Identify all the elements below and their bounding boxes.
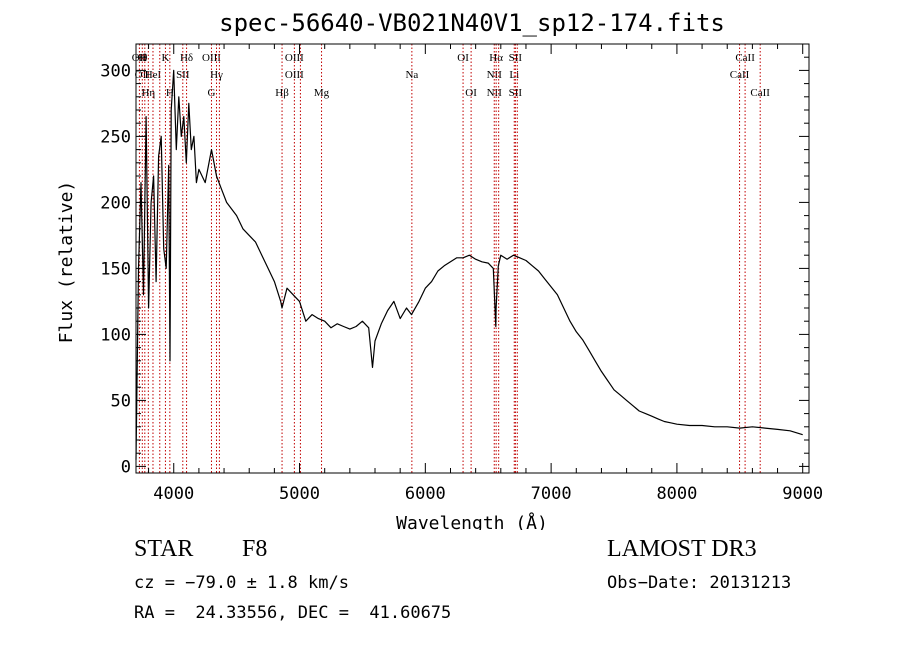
line-label-27-0: CaII — [735, 52, 755, 64]
y-tick-label-0: 0 — [121, 457, 131, 477]
line-label-9-1: SII — [176, 69, 190, 81]
y-tick-label-200: 200 — [100, 193, 131, 213]
chart-title: spec-56640-VB021N40V1_sp12-174.fits — [219, 9, 725, 37]
line-label-17-1: Na — [405, 69, 418, 81]
x-tick-label-4000: 4000 — [153, 484, 194, 504]
object-type: STAR — [134, 536, 194, 562]
line-label-10-2: G — [208, 87, 216, 99]
y-tick-label-300: 300 — [100, 61, 131, 81]
y-tick-label-50: 50 — [111, 391, 131, 411]
y-tick-label-250: 250 — [100, 127, 131, 147]
y-axis: 0 50 100 150 200 250 300 — [100, 56, 809, 477]
line-label-19-2: OI — [465, 87, 477, 99]
line-label-16-2: Mg — [314, 87, 330, 99]
line-label-1-1: OII — [135, 69, 151, 81]
line-label-10-0: OIII — [202, 52, 221, 64]
spectrum-chart: spec-56640-VB021N40V1_sp12-174.fits OIIH… — [56, 9, 823, 530]
x-axis: 4000 5000 6000 7000 8000 9000 — [148, 44, 823, 504]
y-axis-label: Flux (relative) — [56, 181, 77, 344]
line-label-14-1: OIII — [285, 69, 304, 81]
line-label-3-2: Hη — [141, 87, 155, 99]
x-tick-label-9000: 9000 — [782, 484, 823, 504]
line-label-4-1: HeI — [145, 69, 162, 81]
line-label-23-1: Li — [509, 69, 519, 81]
observation-date: Obs−Date: 20131213 — [607, 573, 792, 593]
ra-dec-coordinates: RA = 24.33556, DEC = 41.60675 — [134, 603, 452, 623]
emission-line-markers: OIIHOIIθHηHeIKHHδSIIOIIIGHγHβOIIIOIIIMgN… — [132, 44, 770, 473]
line-label-7-2: H — [166, 87, 174, 99]
line-label-14-0: OIII — [285, 52, 304, 64]
line-label-8-0: Hδ — [180, 52, 193, 64]
line-label-2-0: θ — [142, 52, 147, 64]
object-subclass: F8 — [242, 536, 268, 562]
spectrum-line — [135, 69, 803, 460]
line-label-13-2: Hβ — [275, 87, 289, 99]
line-label-26-1: CaII — [730, 69, 750, 81]
redshift-cz: cz = −79.0 ± 1.8 km/s — [134, 573, 349, 593]
x-tick-label-5000: 5000 — [279, 484, 320, 504]
line-label-24-2: SII — [509, 87, 523, 99]
x-tick-label-7000: 7000 — [531, 484, 572, 504]
line-label-20-2: NII — [487, 87, 503, 99]
y-tick-label-100: 100 — [100, 325, 131, 345]
survey-name: LAMOST DR3 — [607, 536, 757, 562]
x-tick-label-8000: 8000 — [656, 484, 697, 504]
x-tick-label-6000: 6000 — [405, 484, 446, 504]
line-label-1-0: H — [138, 52, 146, 64]
plot-area — [135, 69, 803, 460]
line-label-18-0: OI — [457, 52, 469, 64]
line-label-28-2: CaII — [750, 87, 770, 99]
line-label-11-1: Hγ — [210, 69, 223, 81]
line-label-21-0: Hα — [489, 52, 503, 64]
y-tick-label-150: 150 — [100, 259, 131, 279]
line-label-24-0: SII — [509, 52, 523, 64]
line-label-6-0: K — [161, 52, 169, 64]
plot-frame — [135, 43, 810, 474]
x-axis-label: Wavelength (Å) — [396, 512, 548, 530]
line-label-20-1: NII — [487, 69, 503, 81]
